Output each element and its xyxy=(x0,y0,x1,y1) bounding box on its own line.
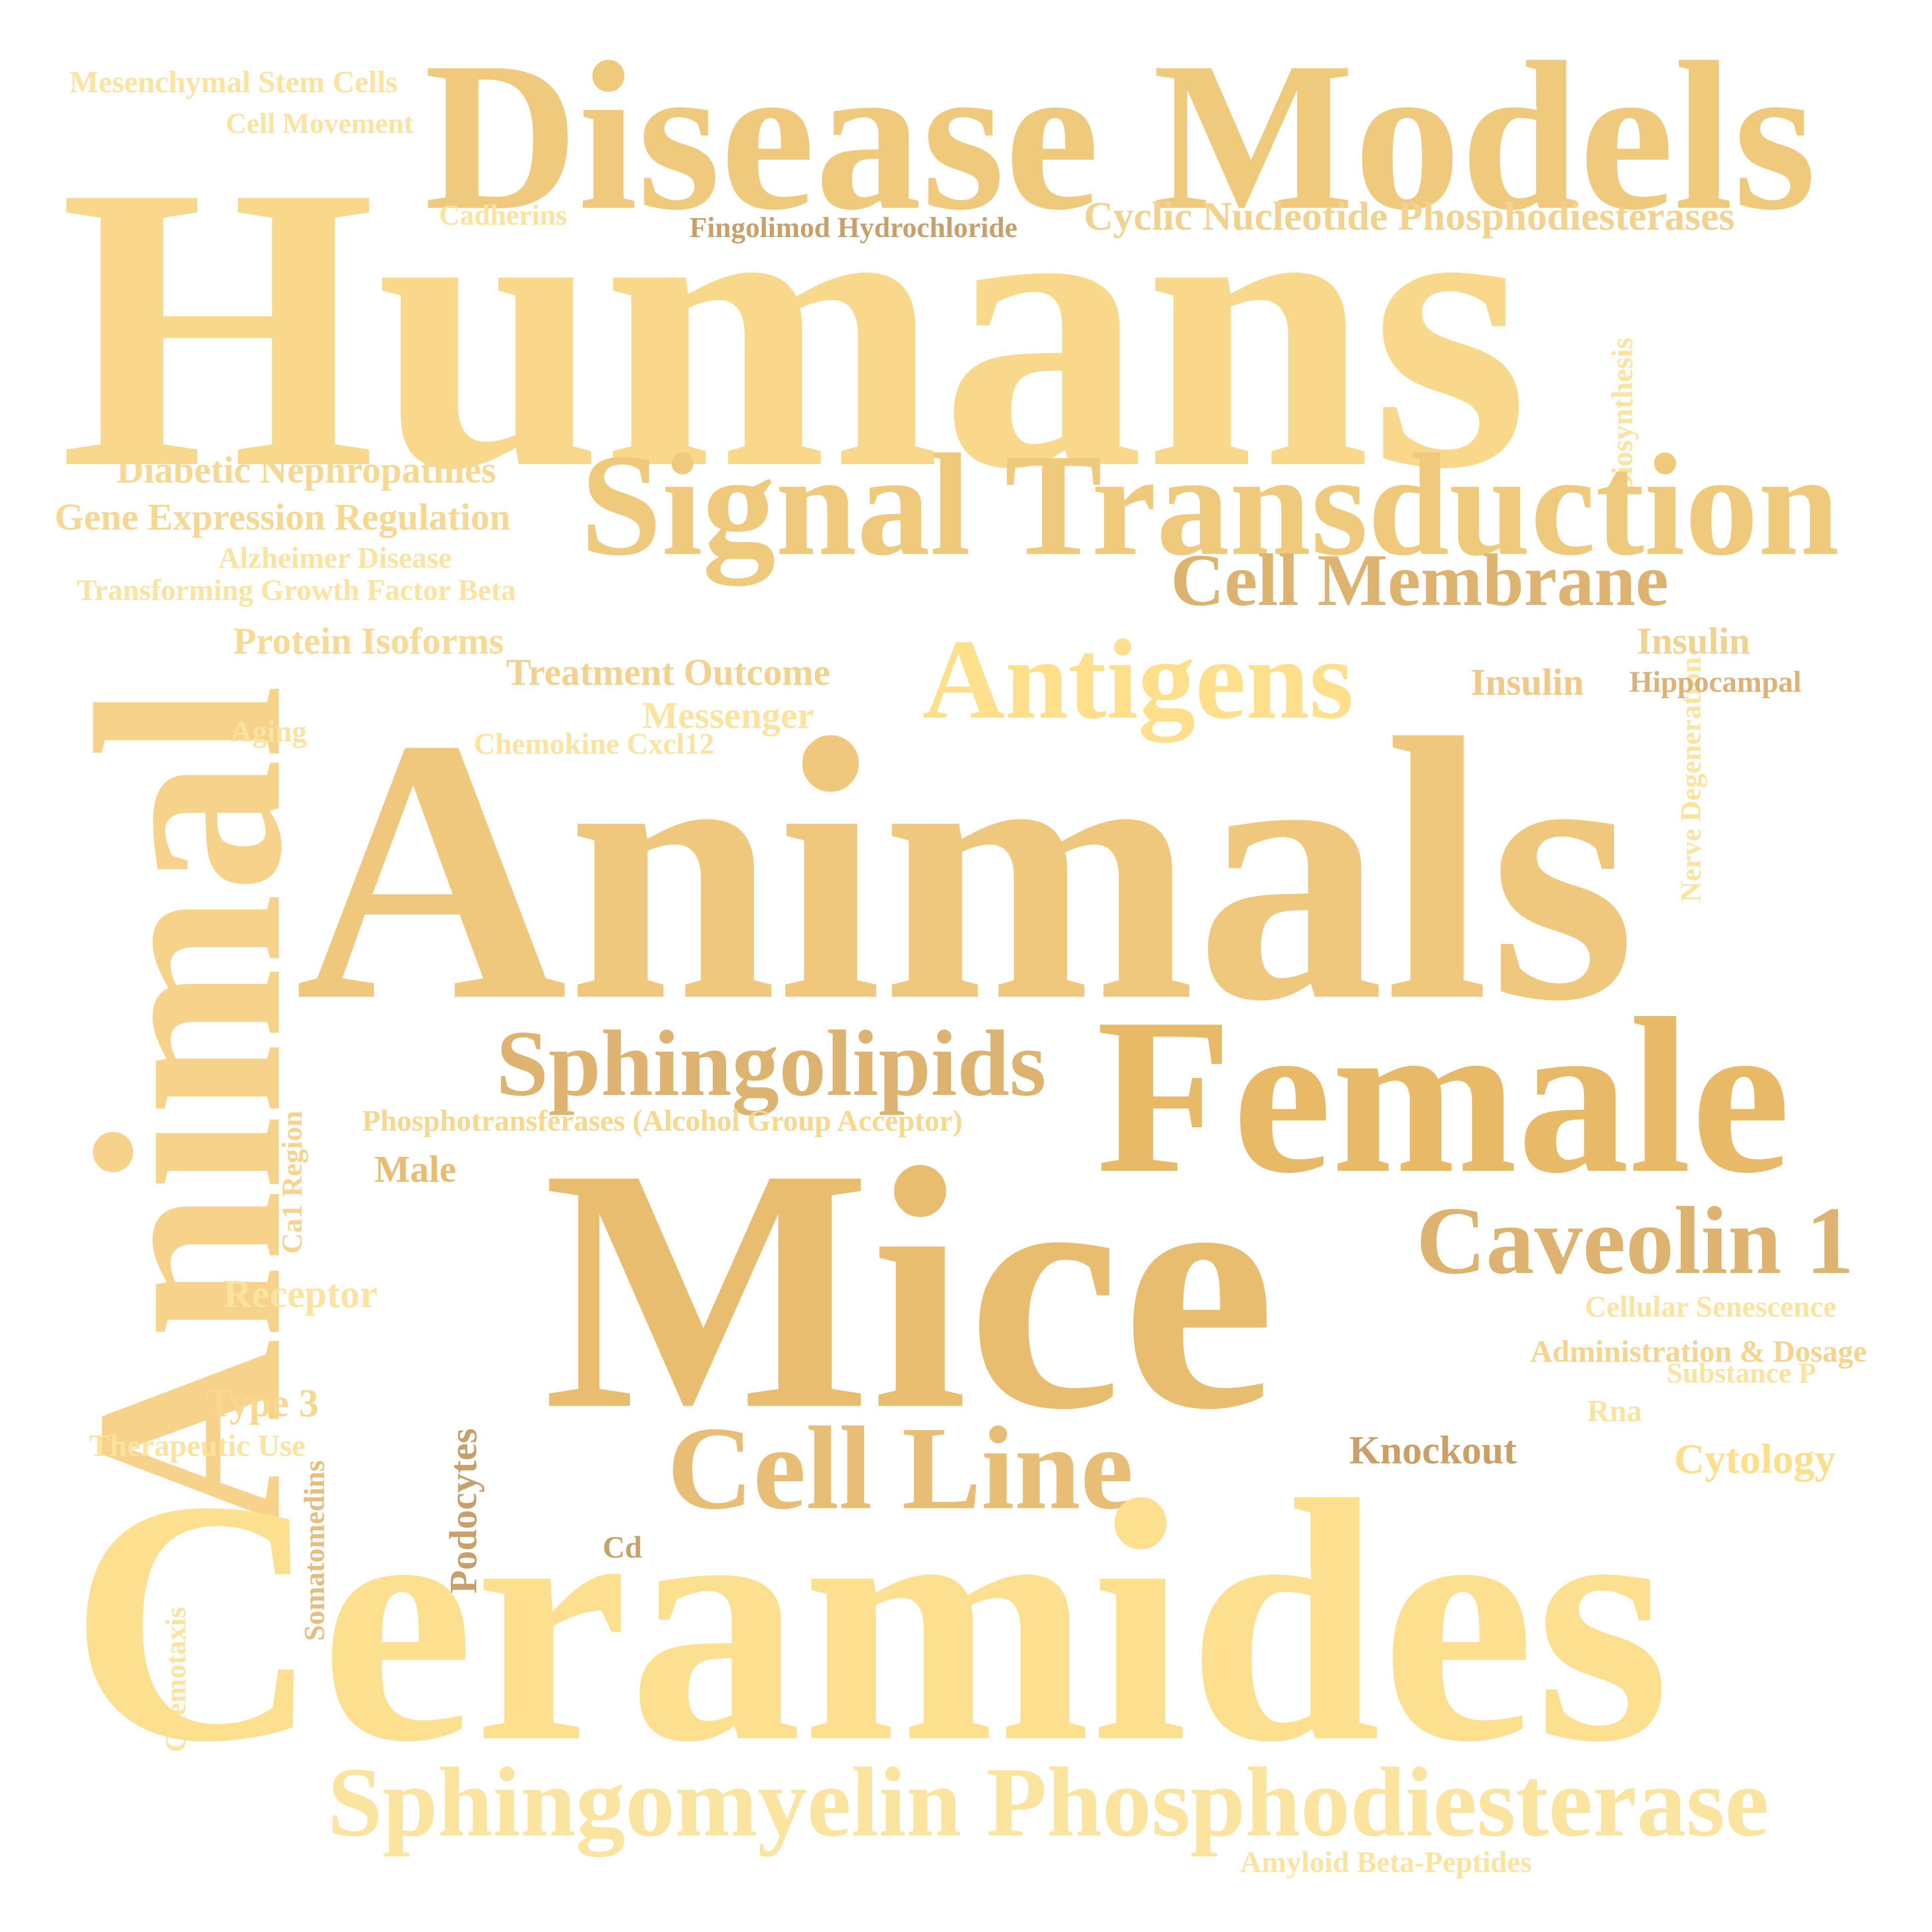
word-cell-membrane: Cell Membrane xyxy=(1171,539,1669,621)
word-messenger: Messenger xyxy=(642,695,814,736)
word-antigens: Antigens xyxy=(923,616,1354,742)
word-phosphotransferases: Phosphotransferases (Alcohol Group Accep… xyxy=(362,1104,963,1137)
word-animals: Animals xyxy=(295,662,1636,1079)
word-hippocampal: Hippocampal xyxy=(1629,665,1802,698)
word-treatment-outcome: Treatment Outcome xyxy=(506,652,830,693)
word-cell-movement: Cell Movement xyxy=(226,107,414,139)
word-mice: Mice xyxy=(543,1097,1276,1481)
word-aging: Aging xyxy=(231,715,307,748)
word-transforming-growth-factor-beta: Transforming Growth Factor Beta xyxy=(77,574,516,606)
word-administration-dosage: Administration & Dosage xyxy=(1530,1335,1867,1369)
word-chemokine-cxcl12: Chemokine Cxcl12 xyxy=(474,727,714,760)
word-cytology: Cytology xyxy=(1674,1436,1836,1482)
word-male: Male xyxy=(374,1148,456,1190)
word-mesenchymal-stem-cells: Mesenchymal Stem Cells xyxy=(69,65,398,99)
word-type-3: Type 3 xyxy=(206,1382,319,1425)
word-rna: Rna xyxy=(1587,1394,1642,1428)
word-diabetic-nephropathies: Diabetic Nephropathies xyxy=(117,449,496,491)
word-female: Female xyxy=(1096,972,1791,1219)
word-cellular-senescence: Cellular Senescence xyxy=(1585,1290,1837,1323)
word-receptor: Receptor xyxy=(223,1272,377,1316)
word-knockout: Knockout xyxy=(1349,1429,1517,1472)
word-protein-isoforms: Protein Isoforms xyxy=(233,620,504,662)
word-cd: Cd xyxy=(603,1531,642,1565)
word-therapeutic-use: Therapeutic Use xyxy=(89,1429,306,1463)
word-humans: Humans xyxy=(60,102,1529,552)
word-cell-line: Cell Line xyxy=(667,1402,1133,1534)
word-disease-models: Disease Models xyxy=(424,18,1816,254)
word-ceramides: Ceramides xyxy=(69,1429,1670,1813)
word-sphingolipids: Sphingolipids xyxy=(496,1012,1047,1116)
word-signal-transduction: Signal Transduction xyxy=(580,423,1840,586)
word-cyclic-nucleotide-phosphodiesterases: Cyclic Nucleotide Phosphodiesterases xyxy=(1084,193,1735,239)
word-cal-region: Ca1 Region xyxy=(276,1110,309,1254)
word-alzheimer-disease: Alzheimer Disease xyxy=(218,542,452,574)
word-insulin-1: Insulin xyxy=(1637,620,1750,662)
word-gene-expression-regulation: Gene Expression Regulation xyxy=(55,496,511,538)
word-fingolimod-hydrochloride: Fingolimod Hydrochloride xyxy=(689,211,1018,243)
word-amyloid-beta-peptides: Amyloid Beta-Peptides xyxy=(1240,1846,1532,1878)
word-cadherins: Cadherins xyxy=(439,199,567,231)
word-substance-p: Substance P xyxy=(1667,1357,1816,1389)
word-caveolin-1: Caveolin 1 xyxy=(1416,1187,1854,1294)
word-sphingomyelin-phosphodiesterase: Sphingomyelin Phosphodiesterase xyxy=(327,1748,1769,1857)
word-insulin-2: Insulin xyxy=(1471,662,1584,703)
